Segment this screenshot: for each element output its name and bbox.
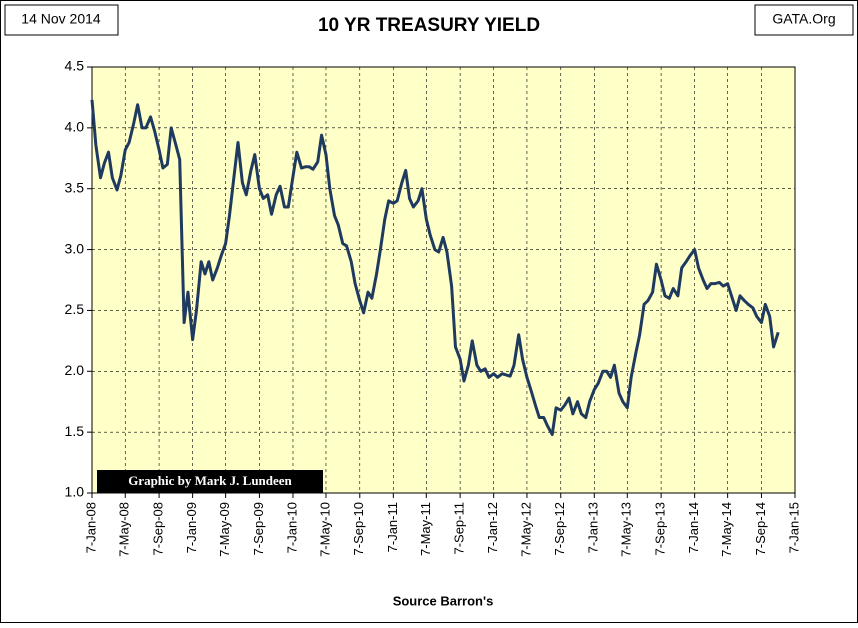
y-tick-label: 2.5: [65, 301, 85, 317]
x-tick-label: 7-Jan-09: [184, 502, 199, 553]
x-tick-label: 7-Jan-13: [586, 502, 601, 553]
y-tick-label: 3.0: [65, 240, 85, 256]
x-tick-label: 7-May-10: [317, 502, 332, 557]
grid: [91, 66, 796, 494]
x-tick-label: 7-Jan-14: [686, 502, 701, 553]
x-tick-label: 7-Jan-10: [284, 502, 299, 553]
y-tick-label: 1.5: [65, 423, 85, 439]
y-tick-label: 3.5: [65, 179, 85, 195]
x-tick-label: 7-Sep-09: [251, 502, 266, 555]
x-tick-label: 7-Jan-08: [83, 502, 98, 553]
x-tick-label: 7-Sep-14: [753, 502, 768, 555]
x-tick-label: 7-Sep-12: [552, 502, 567, 555]
yield-line: [90, 99, 780, 437]
plot-area: [91, 66, 796, 494]
credit: Graphic by Mark J. Lundeen: [128, 473, 292, 488]
x-tick-label: 7-May-12: [518, 502, 533, 557]
x-tick-label: 7-Sep-08: [151, 502, 166, 555]
x-tick-label: 7-May-13: [619, 502, 634, 557]
source-box: [754, 4, 854, 36]
credit-box: [97, 470, 323, 493]
date-label: 14 Nov 2014: [21, 11, 101, 27]
y-tick-label: 4.0: [65, 119, 85, 135]
y-tick-label: 2.0: [65, 362, 85, 378]
y-tick-label: 4.5: [65, 58, 85, 74]
x-tick-label: 7-Jan-11: [385, 502, 400, 552]
date-box: [4, 4, 119, 36]
x-axis-label: Source Barron's: [393, 593, 494, 608]
y-tick-label: 1.0: [65, 484, 85, 500]
x-tick-label: 7-Sep-13: [653, 502, 668, 555]
x-tick-label: 7-Jan-12: [485, 502, 500, 553]
x-tick-label: 7-Sep-11: [452, 502, 467, 555]
x-tick-label: 7-May-14: [719, 502, 734, 557]
x-tick-label: 7-May-11: [418, 502, 433, 556]
x-tick-label: 7-May-08: [117, 502, 132, 557]
x-tick-label: 7-Sep-10: [351, 502, 366, 555]
source-label: GATA.Org: [772, 11, 835, 27]
x-tick-label: 7-Jan-15: [786, 502, 801, 553]
chart-title: 10 YR TREASURY YIELD: [318, 15, 540, 36]
x-tick-label: 7-May-09: [217, 502, 232, 557]
marks: [90, 99, 780, 437]
